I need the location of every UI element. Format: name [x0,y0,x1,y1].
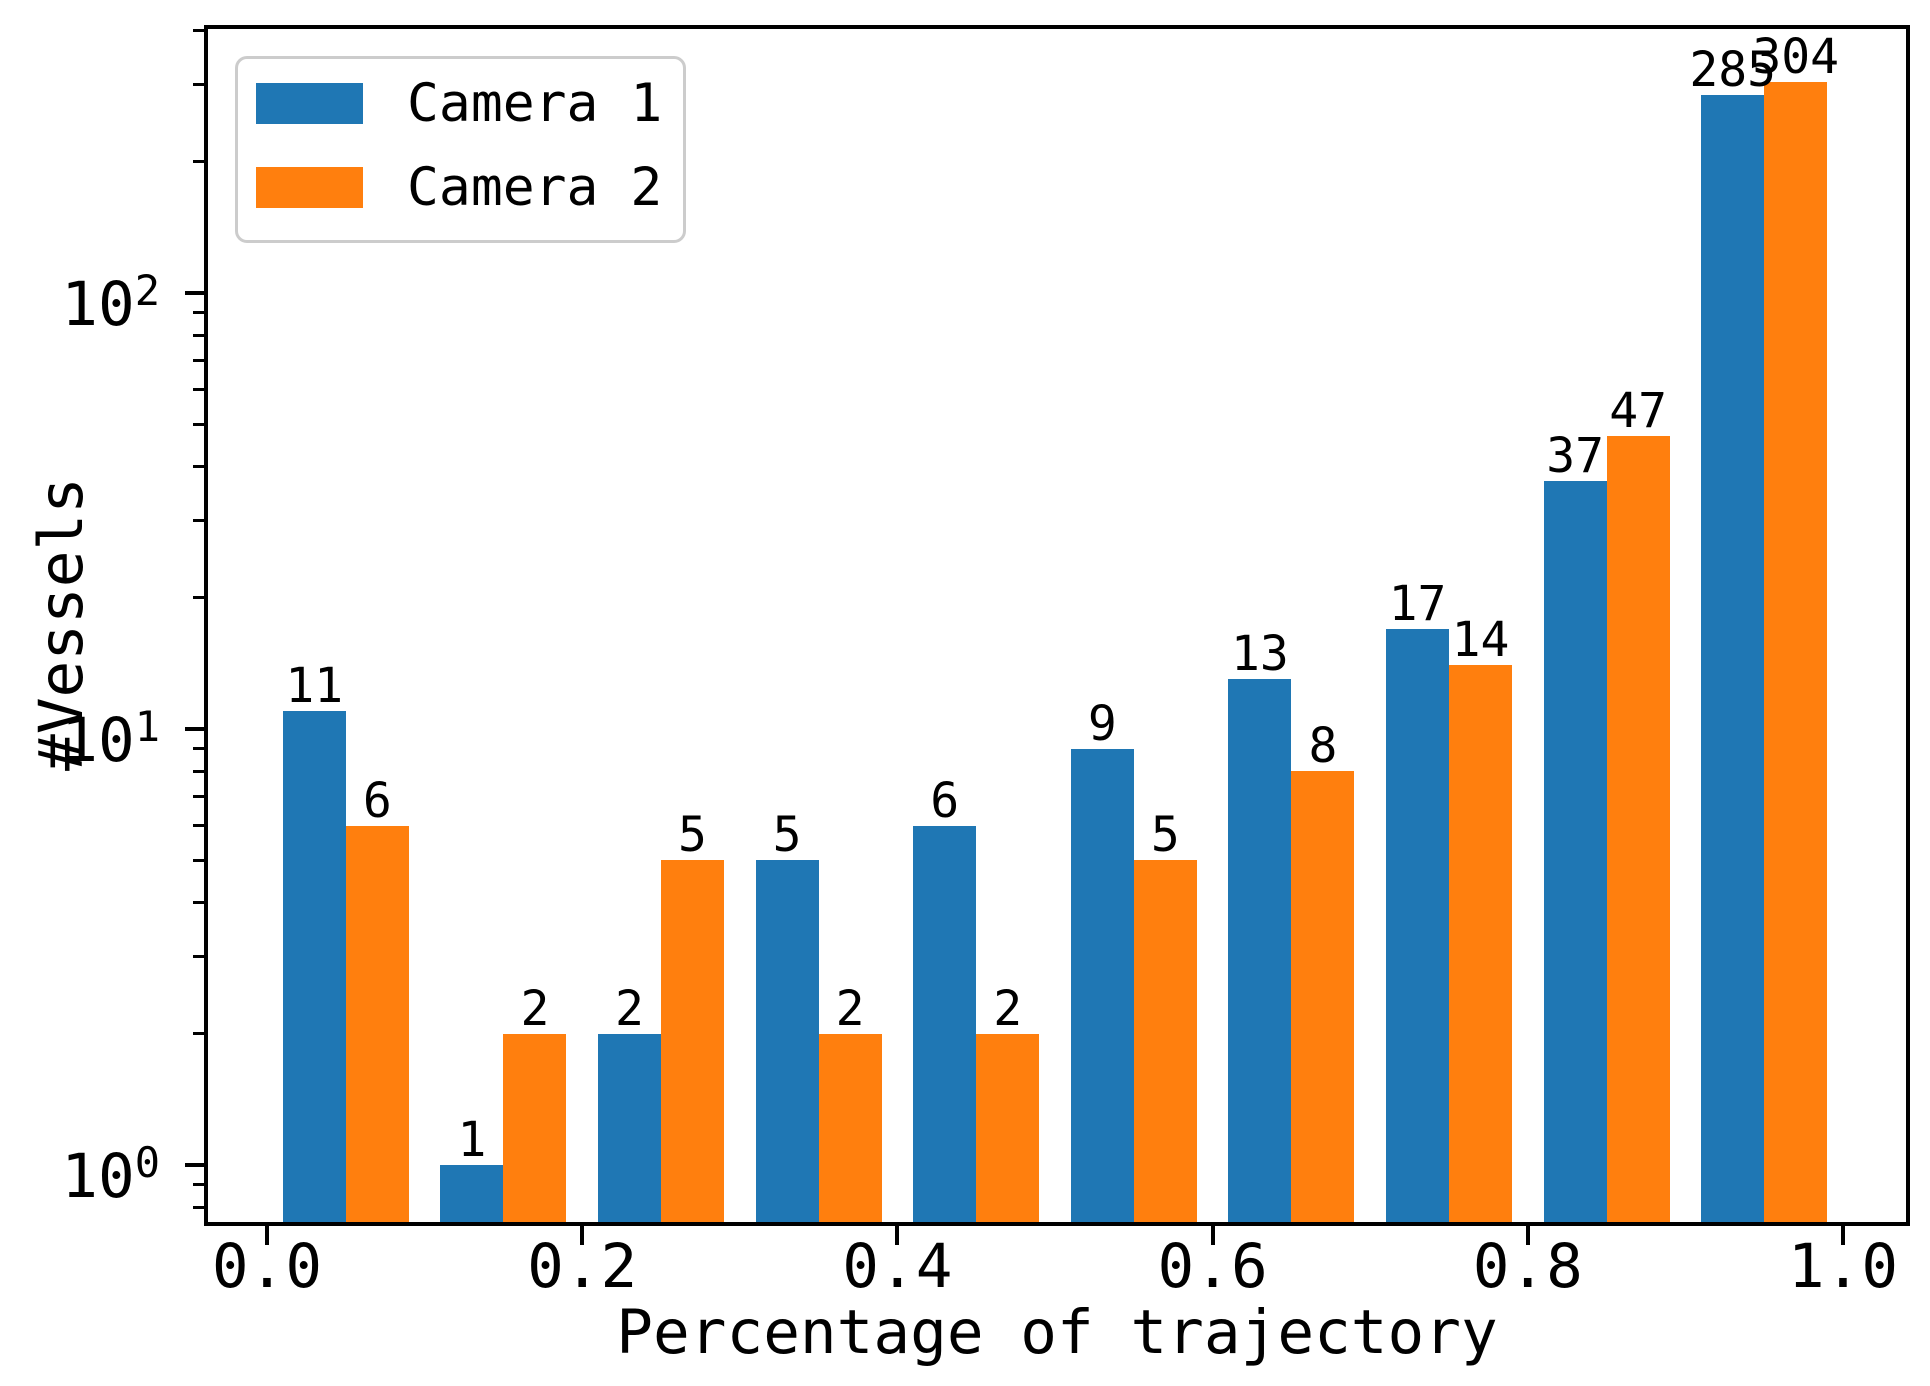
plot-area: 0.0 0.2 0.4 0.6 0.8 1.0 100 101 102 11 6 1 2 2 5 5 2 6 2 9… [61,25,1910,1297]
bar-camera1-bin2 [598,1033,661,1222]
x-tick [580,1226,585,1245]
legend-label-camera1: Camera 1 [407,73,663,134]
y-minor-tick [193,388,204,392]
x-tick-label: 0.6 [1157,1231,1268,1302]
x-tick [265,1226,269,1245]
x-tick [1210,1226,1215,1245]
y-minor-tick [193,955,204,959]
y-major-tick [185,1163,204,1167]
y-tick-label: 102 [0,259,160,337]
x-tick [1525,1226,1530,1245]
bar-camera1-bin7 [1386,628,1449,1222]
y-tick-label: 100 [0,1131,160,1209]
bar-value-label: 13 [1230,626,1289,683]
bar-value-label: 1 [457,1112,487,1168]
x-axis-label: Percentage of trajectory [616,1297,1498,1368]
x-tick-label: 0.4 [842,1231,953,1302]
bar-camera1-bin3 [755,860,819,1222]
legend-swatch-camera1 [256,83,363,124]
bar-value-label: 5 [1150,807,1180,864]
y-minor-tick [193,311,204,315]
y-major-tick [185,291,204,295]
bar-camera2-bin0 [345,825,409,1222]
bar-camera2-bin7 [1449,665,1512,1222]
y-minor-tick [193,824,204,828]
y-minor-tick [193,160,204,164]
bar-camera2-bin6 [1291,771,1355,1222]
bar-camera2-bin4 [976,1033,1040,1222]
bar-value-label: 6 [362,772,392,829]
ticks-layer: 0.0 0.2 0.4 0.6 0.8 1.0 100 101 102 [61,29,1906,1297]
y-tick-base: 10 [61,705,135,776]
y-minor-tick [193,747,204,751]
legend: Camera 1 Camera 2 [235,56,686,243]
y-tick-exponent: 2 [134,266,160,315]
y-minor-tick [193,359,204,363]
bar-value-label: 5 [678,807,707,864]
y-tick-label: 101 [0,695,160,773]
y-minor-tick [193,333,204,337]
x-tick [895,1226,900,1245]
bar-value-label: 6 [930,772,960,829]
y-minor-tick [193,29,204,32]
x-tick-label: 0.0 [211,1231,323,1302]
x-tick-label: 1.0 [1787,1231,1899,1302]
y-minor-tick [193,795,204,799]
bar-camera2-bin5 [1133,860,1197,1222]
bar-camera1-bin8 [1543,481,1607,1222]
y-minor-tick [193,422,204,426]
legend-swatch-camera2 [256,167,363,208]
bar-camera2-bin3 [818,1033,882,1222]
bar-value-label: 304 [1752,29,1840,86]
bar-camera1-bin1 [440,1165,504,1222]
bar-value-label: 5 [772,807,802,864]
bar-camera1-bin6 [1228,679,1292,1222]
y-tick-exponent: 1 [134,702,160,751]
y-minor-tick [193,858,204,862]
y-tick-base: 10 [61,1141,135,1212]
bar-camera2-bin8 [1606,435,1670,1222]
bar-camera1-bin9 [1701,94,1765,1222]
bar-camera1-bin4 [913,825,977,1222]
y-minor-tick [193,1205,204,1209]
bar-value-labels-layer: 11 6 1 2 2 5 5 2 6 2 9 5 13 8 17 14 37 47 285 304 [208,29,1906,1222]
bar-camera2-bin1 [503,1033,567,1222]
bar-value-label: 37 [1546,428,1604,485]
x-tick [1841,1226,1845,1245]
bar-camera1-bin5 [1070,748,1134,1222]
legend-label-camera2: Camera 2 [407,157,663,218]
bar-value-label: 8 [1308,718,1338,775]
bar-camera1-bin0 [282,710,346,1222]
y-minor-tick [193,83,204,87]
y-major-tick [185,727,204,731]
bar-value-label: 17 [1388,575,1447,632]
y-minor-tick [193,1032,204,1036]
bar-value-label: 285 [1689,41,1777,98]
bar-value-label: 9 [1087,695,1117,752]
x-tick-label: 0.2 [527,1231,638,1302]
bar-value-label: 2 [615,980,644,1037]
bar-value-label: 47 [1609,382,1667,439]
y-minor-tick [193,465,204,468]
bars-layer [208,29,1906,1222]
bar-value-label: 11 [285,657,344,714]
y-minor-tick [193,901,204,904]
y-tick-exponent: 0 [134,1138,160,1187]
y-minor-tick [193,596,204,600]
y-minor-tick [193,769,204,773]
bar-value-label: 2 [993,980,1023,1037]
bar-camera2-bin9 [1764,82,1828,1222]
y-tick-base: 10 [61,269,135,340]
x-tick-label: 0.8 [1472,1231,1583,1302]
y-minor-tick [193,1183,204,1187]
bar-value-label: 2 [520,980,550,1037]
y-axis-label: #Vessels [26,477,97,771]
y-minor-tick [193,519,204,523]
bar-camera2-bin2 [661,860,724,1222]
bar-value-label: 14 [1451,612,1510,669]
bar-value-label: 2 [835,980,865,1037]
